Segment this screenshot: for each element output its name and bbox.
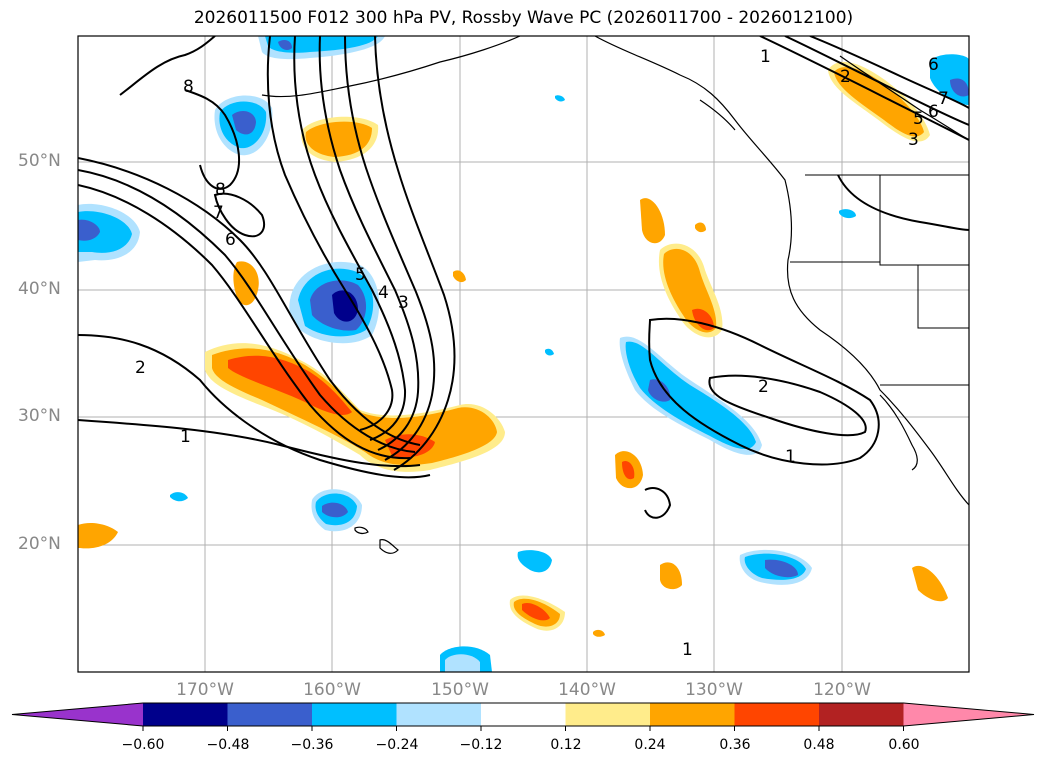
colorbar-tick-label: −0.12	[459, 737, 503, 753]
chart-title: 2026011500 F012 300 hPa PV, Rossby Wave …	[193, 8, 854, 28]
colorbar-segment	[734, 703, 820, 726]
positive-anomaly-small-2	[640, 198, 665, 244]
hawaii-island	[379, 539, 399, 554]
contour-label: 3	[908, 130, 919, 150]
contour-ridge-4	[344, 36, 436, 461]
contour-label: 6	[225, 230, 236, 250]
lat-label-30n: 30°N	[18, 406, 61, 426]
contour-label: 2	[758, 377, 769, 397]
lon-label-130w: 130°W	[685, 680, 743, 700]
colorbar-tick-label: −0.24	[375, 737, 419, 753]
colorbar-segment	[819, 703, 905, 726]
positive-anomaly-southwest	[78, 522, 118, 549]
contour-ridge-1	[266, 36, 394, 431]
colorbar-segment	[650, 703, 736, 726]
state-border-1	[879, 175, 969, 266]
contour-label: 1	[760, 47, 771, 67]
colorbar-segment	[396, 703, 482, 726]
aleutian-chain	[261, 36, 521, 98]
colorbar-tick-label: −0.36	[290, 737, 334, 753]
colorbar-tick-label: 0.36	[719, 737, 751, 753]
contour-1-south	[78, 419, 421, 468]
coastlines	[261, 36, 969, 554]
negative-anomaly-top	[265, 36, 378, 53]
colorbar	[11, 702, 1035, 731]
contour-labels: 1 2 3 4 5 6 7 8 1 2 1 2 3 5 6 7 6 8 1	[135, 47, 949, 660]
contour-label: 1	[785, 447, 796, 467]
contour-ne-1	[759, 36, 969, 141]
colorbar-tick-label: −0.60	[121, 737, 165, 753]
baja-california	[879, 394, 918, 471]
contour-ridge-3	[318, 36, 420, 451]
colorbar-tick-label: −0.48	[206, 737, 250, 753]
state-border-3	[917, 265, 969, 329]
colorbar-tick-label: 0.24	[634, 737, 666, 753]
colorbar-segment	[143, 703, 229, 726]
bc-coast-islands	[699, 99, 736, 131]
map-frame	[77, 35, 970, 673]
contour-ne-4	[837, 174, 969, 231]
contour-label: 6	[928, 55, 939, 75]
contour-small	[644, 487, 672, 519]
contour-ridge-5	[374, 36, 456, 471]
lat-label-20n: 20°N	[18, 534, 61, 554]
lon-label-140w: 140°W	[558, 680, 616, 700]
contour-label: 3	[398, 293, 409, 313]
lon-label-160w: 160°W	[303, 680, 361, 700]
contour-label: 8	[183, 77, 194, 97]
lat-label-40n: 40°N	[18, 279, 61, 299]
colorbar-over-extension	[903, 703, 1034, 726]
contour-trough-3	[78, 184, 411, 460]
lon-label-120w: 120°W	[813, 680, 871, 700]
negative-anomaly-east-band	[625, 341, 756, 449]
hawaii-island-small	[354, 526, 369, 535]
colorbar-segment	[312, 703, 398, 726]
positive-anomaly-core-west	[228, 355, 352, 415]
lat-label-50n: 50°N	[18, 151, 61, 171]
colorbar-segment	[481, 703, 567, 726]
contour-label: 2	[840, 67, 851, 87]
contour-label: 5	[355, 265, 366, 285]
colorbar-tick-label: 0.12	[550, 737, 582, 753]
contour-trough-2	[78, 169, 416, 453]
political-borders	[790, 174, 969, 386]
contour-1-east	[648, 317, 880, 466]
contour-label: 4	[378, 283, 389, 303]
negative-anomaly-west	[78, 211, 132, 253]
colorbar-tick-label: 0.48	[803, 737, 835, 753]
contour-8-closed	[213, 192, 265, 238]
colorbar-under-extension	[12, 703, 143, 726]
contour-label: 1	[180, 427, 191, 447]
contour-ne-2	[784, 36, 969, 126]
positive-anomaly-northeast	[834, 67, 924, 137]
north-america-coast	[594, 36, 969, 506]
contour-label: 7	[938, 89, 949, 109]
colorbar-tick-label: 0.60	[888, 737, 920, 753]
negative-anomaly-blob-core	[332, 290, 358, 322]
contour-label: 5	[913, 109, 924, 129]
contour-label: 1	[682, 640, 693, 660]
contour-label: 2	[135, 358, 146, 378]
contour-8-west	[184, 89, 241, 190]
contour-label: 8	[215, 180, 226, 200]
contour-ne-3	[809, 36, 969, 109]
contour-label: 6	[928, 102, 939, 122]
contour-8-top	[119, 36, 216, 96]
contour-trough-1	[78, 157, 421, 446]
rossby-wave-contours	[78, 36, 969, 519]
contour-2-west	[78, 334, 431, 479]
lon-label-150w: 150°W	[431, 680, 489, 700]
positive-anomaly-southeast	[912, 565, 948, 602]
contour-2-east	[708, 374, 867, 437]
contour-ridge-2	[293, 36, 407, 441]
colorbar-segment	[565, 703, 651, 726]
contour-label: 7	[213, 203, 224, 223]
colorbar-segment	[227, 703, 313, 726]
lon-label-170w: 170°W	[176, 680, 234, 700]
